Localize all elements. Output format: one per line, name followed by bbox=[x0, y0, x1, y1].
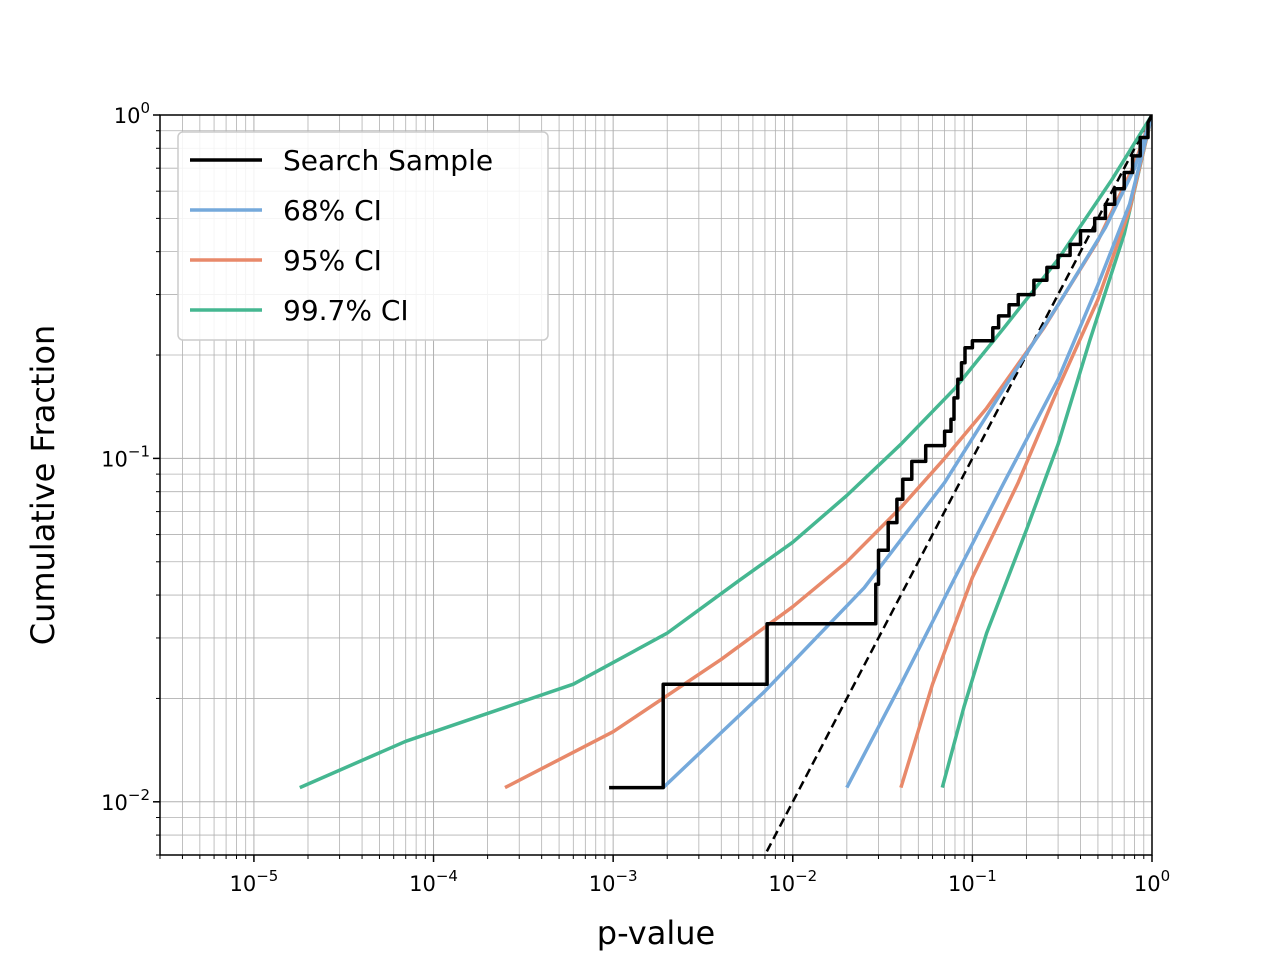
ci-99-7-ci-lower-line bbox=[940, 115, 1152, 789]
x-tick-label: 10−1 bbox=[948, 867, 997, 896]
y-tick-label: 10−2 bbox=[101, 786, 150, 815]
search-sample-line bbox=[609, 115, 1152, 790]
series-layer bbox=[299, 115, 1152, 790]
plot-frame bbox=[159, 114, 1153, 856]
legend: Search Sample 68% CI 95% CI 99.7% CI bbox=[177, 131, 549, 341]
legend-box bbox=[177, 131, 549, 341]
ci-95-ci-lower-line bbox=[899, 115, 1152, 789]
ticks: 10−5 10−4 10−3 10−2 10−1 100 10−2 10−1 100 bbox=[101, 99, 1170, 896]
x-tick-label: 10−4 bbox=[409, 867, 458, 896]
x-tick-label: 10−3 bbox=[589, 867, 638, 896]
x-axis-title: p-value bbox=[597, 914, 715, 952]
y-tick-label: 10−1 bbox=[101, 442, 150, 471]
x-tick-label: 10−5 bbox=[229, 867, 278, 896]
x-tick-label: 10−2 bbox=[768, 867, 817, 896]
reference-diagonal-line bbox=[763, 115, 1152, 855]
reference-line-layer bbox=[763, 115, 1152, 855]
legend-label: Search Sample bbox=[283, 144, 493, 177]
legend-label: 99.7% CI bbox=[283, 294, 409, 327]
ci-68-ci-lower-line bbox=[845, 115, 1152, 789]
legend-label: 68% CI bbox=[283, 194, 382, 227]
y-axis-title: Cumulative Fraction bbox=[24, 325, 62, 646]
legend-label: 95% CI bbox=[283, 244, 382, 277]
x-tick-label: 100 bbox=[1134, 867, 1170, 896]
y-tick-label: 100 bbox=[114, 99, 150, 128]
